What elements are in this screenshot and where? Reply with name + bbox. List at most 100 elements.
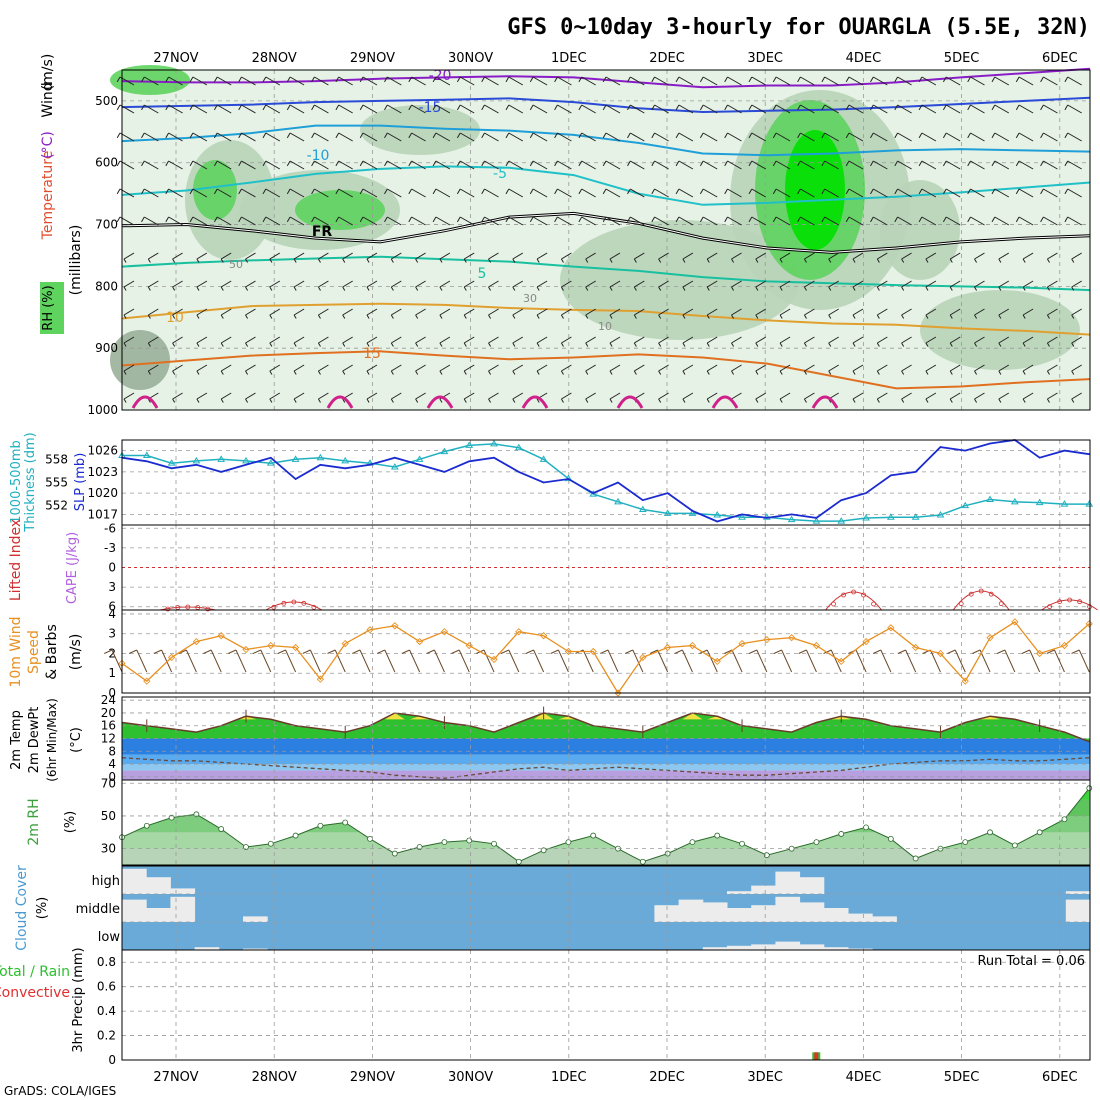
wind-speed-point <box>316 675 325 683</box>
wind-barb <box>289 104 305 114</box>
wind-barb <box>804 392 815 400</box>
wind-barb-flag <box>141 76 145 83</box>
date-label-bottom: 3DEC <box>747 1070 783 1085</box>
wind-barb-flag <box>706 342 710 347</box>
wind-barb-flag <box>779 286 783 291</box>
wind-barb-flag <box>359 160 364 167</box>
wind-barb <box>873 188 888 198</box>
wind-barb-flag <box>1064 216 1069 223</box>
wind-barb-flag <box>633 286 637 291</box>
dewpoint-axis-label: 2m DewPt <box>27 707 42 774</box>
thickness-point <box>564 474 573 482</box>
wind-barb-flag <box>335 188 340 195</box>
thickness-point <box>217 455 226 462</box>
wind-barb-flag <box>803 286 807 291</box>
wind-barb <box>196 336 208 344</box>
li-tick-label: 3 <box>108 580 116 594</box>
wind-barb <box>314 160 329 170</box>
wind-barb-flag <box>967 216 971 223</box>
wind-barb <box>293 392 305 400</box>
wind-barb-flag <box>942 132 947 139</box>
wind-barb-flag <box>245 342 249 347</box>
wind-barb <box>241 132 256 142</box>
wind-barb-flag <box>845 132 850 139</box>
wind-speed-point <box>391 622 399 630</box>
wind-barb-10m <box>161 649 173 673</box>
wind-barb-flag <box>748 216 753 223</box>
wind-barb-flag <box>724 160 728 167</box>
wind-barb <box>362 160 378 170</box>
wind-barb <box>901 280 912 288</box>
wind-barb-flag <box>1015 216 1020 223</box>
wind-barbs-upper <box>116 76 1082 403</box>
wind-barb-flag <box>536 370 540 375</box>
wind-barb <box>561 392 572 400</box>
wind-barb-flag <box>918 132 923 139</box>
wind-barb-flag <box>578 132 583 139</box>
temperature-axis-label: Temperature <box>40 151 56 241</box>
wind-barb-flag <box>585 398 589 403</box>
wind-barb-flag <box>451 649 460 654</box>
wind-barb <box>702 160 718 170</box>
wind-barb-flag <box>123 314 127 319</box>
wind-barb-10m <box>632 649 644 673</box>
wind-barb-flag <box>828 370 832 375</box>
wind-barb-flag <box>488 342 492 347</box>
cloud-cell <box>727 908 752 922</box>
isotherm-20-fragment <box>811 395 839 409</box>
wind-barb <box>921 104 937 114</box>
wind-barb <box>605 160 621 170</box>
wind-barb-flag <box>699 188 704 195</box>
wind-barb-flag <box>1071 314 1075 319</box>
wind-barb <box>873 216 888 226</box>
wind-barb <box>974 364 985 372</box>
wind-barb <box>508 76 524 86</box>
wind-barb <box>366 336 378 344</box>
wind-barb <box>824 132 839 142</box>
slp-point <box>220 471 222 473</box>
wind-barb <box>848 188 864 198</box>
wind-barb <box>144 132 159 142</box>
wind-barb <box>532 76 548 86</box>
wind-barb <box>949 280 961 288</box>
wind-barb <box>751 76 767 86</box>
wind-barb <box>1043 216 1058 226</box>
wind-barb <box>123 336 135 344</box>
wind-barb <box>1071 280 1082 288</box>
wind-barb-flag <box>560 398 564 403</box>
isotherm-label: 30 <box>523 292 537 305</box>
wind-barb-flag <box>609 258 613 263</box>
wind-barb <box>731 280 742 288</box>
wind-barb <box>318 364 329 372</box>
wind-barb-flag <box>823 649 832 654</box>
wind-speed-point <box>1060 641 1069 650</box>
stability-panel: -6 -3 0 3 6 Lifted Index CAPE (J/kg) <box>8 519 1098 614</box>
wind-barb-flag <box>828 258 832 263</box>
wind-barb-flag <box>415 398 419 403</box>
wind-barb-flag <box>949 258 953 263</box>
wind-barb-flag <box>585 370 589 375</box>
wind-barb-flag <box>481 76 485 83</box>
wind-barb <box>216 188 232 198</box>
wind-barb-flag <box>925 286 929 291</box>
precip-panel: 0 0.2 0.4 0.6 0.8 Run Total = 0.06 Total / Rai… <box>0 947 1091 1067</box>
wind-barb <box>678 104 694 114</box>
wind-speed-point <box>663 643 672 652</box>
wind-barb <box>508 104 524 114</box>
wind-barb-flag <box>918 160 923 167</box>
wind-barb <box>852 280 864 288</box>
wind-barb-flag <box>658 286 662 291</box>
cape-point <box>831 601 836 607</box>
slp-point <box>443 471 446 473</box>
wind-barb <box>463 308 475 316</box>
wind-barb-flag <box>901 258 905 263</box>
slp-point <box>418 463 421 466</box>
wind-speed-point <box>192 637 201 646</box>
cloud-cell <box>122 899 147 922</box>
wind-barb-flag <box>803 258 807 263</box>
precip-convective-label: Convective <box>0 985 70 1001</box>
wind-barb-flag <box>293 370 297 375</box>
wind-barb-flag <box>772 188 777 195</box>
wind-barb-flag <box>512 286 516 291</box>
wind-barb-flag <box>560 258 564 263</box>
